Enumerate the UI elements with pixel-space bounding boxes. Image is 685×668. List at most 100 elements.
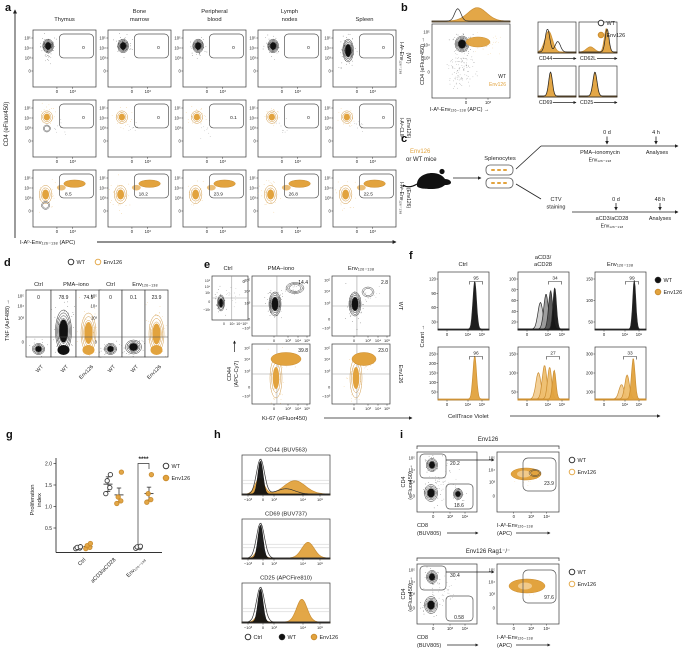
histogram-curve — [241, 586, 331, 624]
scatter-dot — [43, 41, 44, 42]
scatter-dot — [280, 125, 282, 127]
scatter-dot — [472, 34, 474, 36]
scatter-dot — [115, 117, 117, 118]
scatter-dot — [349, 206, 351, 208]
scatter-dot — [351, 64, 353, 66]
scatter-dot — [204, 51, 206, 52]
hist-title: CD69 (BUV737) — [265, 512, 307, 518]
tetramer-streak-tail — [56, 184, 66, 191]
scatter-dot — [224, 300, 226, 302]
scatter-dot — [357, 127, 358, 129]
scatter-dot — [52, 45, 54, 47]
y-tick: 10⁵ — [174, 36, 181, 41]
x-tick: 10⁴ — [462, 514, 469, 519]
scatter-dot — [468, 81, 469, 83]
plot-content — [252, 344, 310, 404]
scatter-dot — [370, 296, 371, 297]
scatter-dot — [454, 85, 455, 87]
scatter-dot — [159, 306, 161, 307]
plot-frame — [182, 169, 247, 228]
scatter-dot — [146, 320, 147, 321]
scatter-dot — [349, 125, 350, 126]
x-axis-label: I-Aᵇ-Env₁₂₆₋₁₃₈ (APC) → — [430, 106, 489, 113]
scatter-dot — [294, 293, 295, 295]
scatter-dot — [85, 319, 87, 320]
scatter-dot — [48, 59, 50, 61]
scatter-dot — [194, 46, 196, 48]
contour-ring — [453, 488, 463, 500]
scatter-dot — [342, 197, 344, 198]
x-tick: 10⁴ — [465, 402, 472, 407]
scatter-dot — [277, 46, 278, 48]
row-label: WT — [397, 302, 403, 311]
scatter-dot — [353, 367, 355, 369]
scatter-dot — [116, 46, 118, 48]
legend-swatch-orange — [162, 474, 170, 482]
scatter-dot — [474, 61, 475, 63]
scatter-dot — [423, 613, 425, 615]
scatter-dot — [54, 316, 56, 318]
scatter-dot — [266, 179, 267, 181]
scatter-dot — [41, 102, 43, 104]
scatter-dot — [146, 301, 148, 303]
scatter-dot — [294, 284, 295, 286]
scatter-dot — [273, 111, 275, 113]
scatter-dot — [346, 119, 347, 121]
scatter-dot — [125, 49, 127, 50]
scatter-dot — [435, 615, 437, 616]
y-tick: 10⁵ — [99, 36, 106, 41]
scatter-dot — [434, 597, 435, 598]
tetramer-streak-tail — [206, 184, 216, 191]
scatter-dot — [269, 40, 271, 41]
scatter-dot — [362, 304, 363, 306]
population-core — [59, 319, 68, 343]
scatter-dot — [42, 113, 43, 114]
scatter-dot — [121, 186, 122, 188]
gate — [134, 103, 169, 129]
scatter-dot — [461, 40, 462, 42]
scatter-dot — [469, 85, 470, 87]
scatter-dot — [270, 375, 271, 376]
x-tick: 0 — [446, 332, 449, 337]
scatter-dot — [360, 296, 362, 298]
gate — [284, 33, 319, 59]
scatter-dot — [73, 314, 74, 315]
scatter-dot — [267, 48, 269, 50]
scatter-dot — [119, 107, 121, 108]
scatter-dot — [461, 77, 463, 79]
scatter-dot — [346, 377, 347, 379]
gate-value: 74.5 — [84, 295, 94, 301]
scatter-dot — [363, 367, 365, 369]
population-core — [428, 461, 436, 469]
scatter-dot — [345, 60, 346, 61]
scatter-dot — [158, 361, 159, 362]
scatter-dot — [239, 294, 241, 296]
tetramer-streak — [288, 179, 311, 188]
scatter-dot — [450, 597, 452, 599]
scatter-dot — [464, 62, 465, 64]
scatter-dot — [50, 206, 52, 208]
scatter-dot — [119, 203, 121, 205]
contour-ring — [285, 282, 305, 294]
scatter-dot — [344, 114, 345, 115]
scatter-dot — [340, 52, 342, 54]
gate — [209, 33, 244, 59]
scatter-dot — [432, 455, 434, 456]
scatter-dot — [196, 109, 197, 110]
col-header: Bone — [133, 9, 147, 15]
scatter-dot — [93, 332, 95, 333]
scatter-dot — [49, 197, 50, 199]
scatter-dot — [264, 116, 266, 117]
scatter-dot — [353, 379, 354, 380]
col-header: blood — [207, 17, 221, 23]
scatter-dot — [272, 299, 274, 301]
scatter-dot — [370, 364, 371, 366]
scatter-dot — [276, 44, 277, 46]
scatter-dot — [433, 457, 434, 458]
scatter-dot — [105, 368, 106, 369]
scatter-dot — [434, 476, 436, 477]
scatter-dot — [265, 303, 266, 304]
scatter-dot — [142, 341, 144, 343]
plot-content — [335, 179, 386, 211]
